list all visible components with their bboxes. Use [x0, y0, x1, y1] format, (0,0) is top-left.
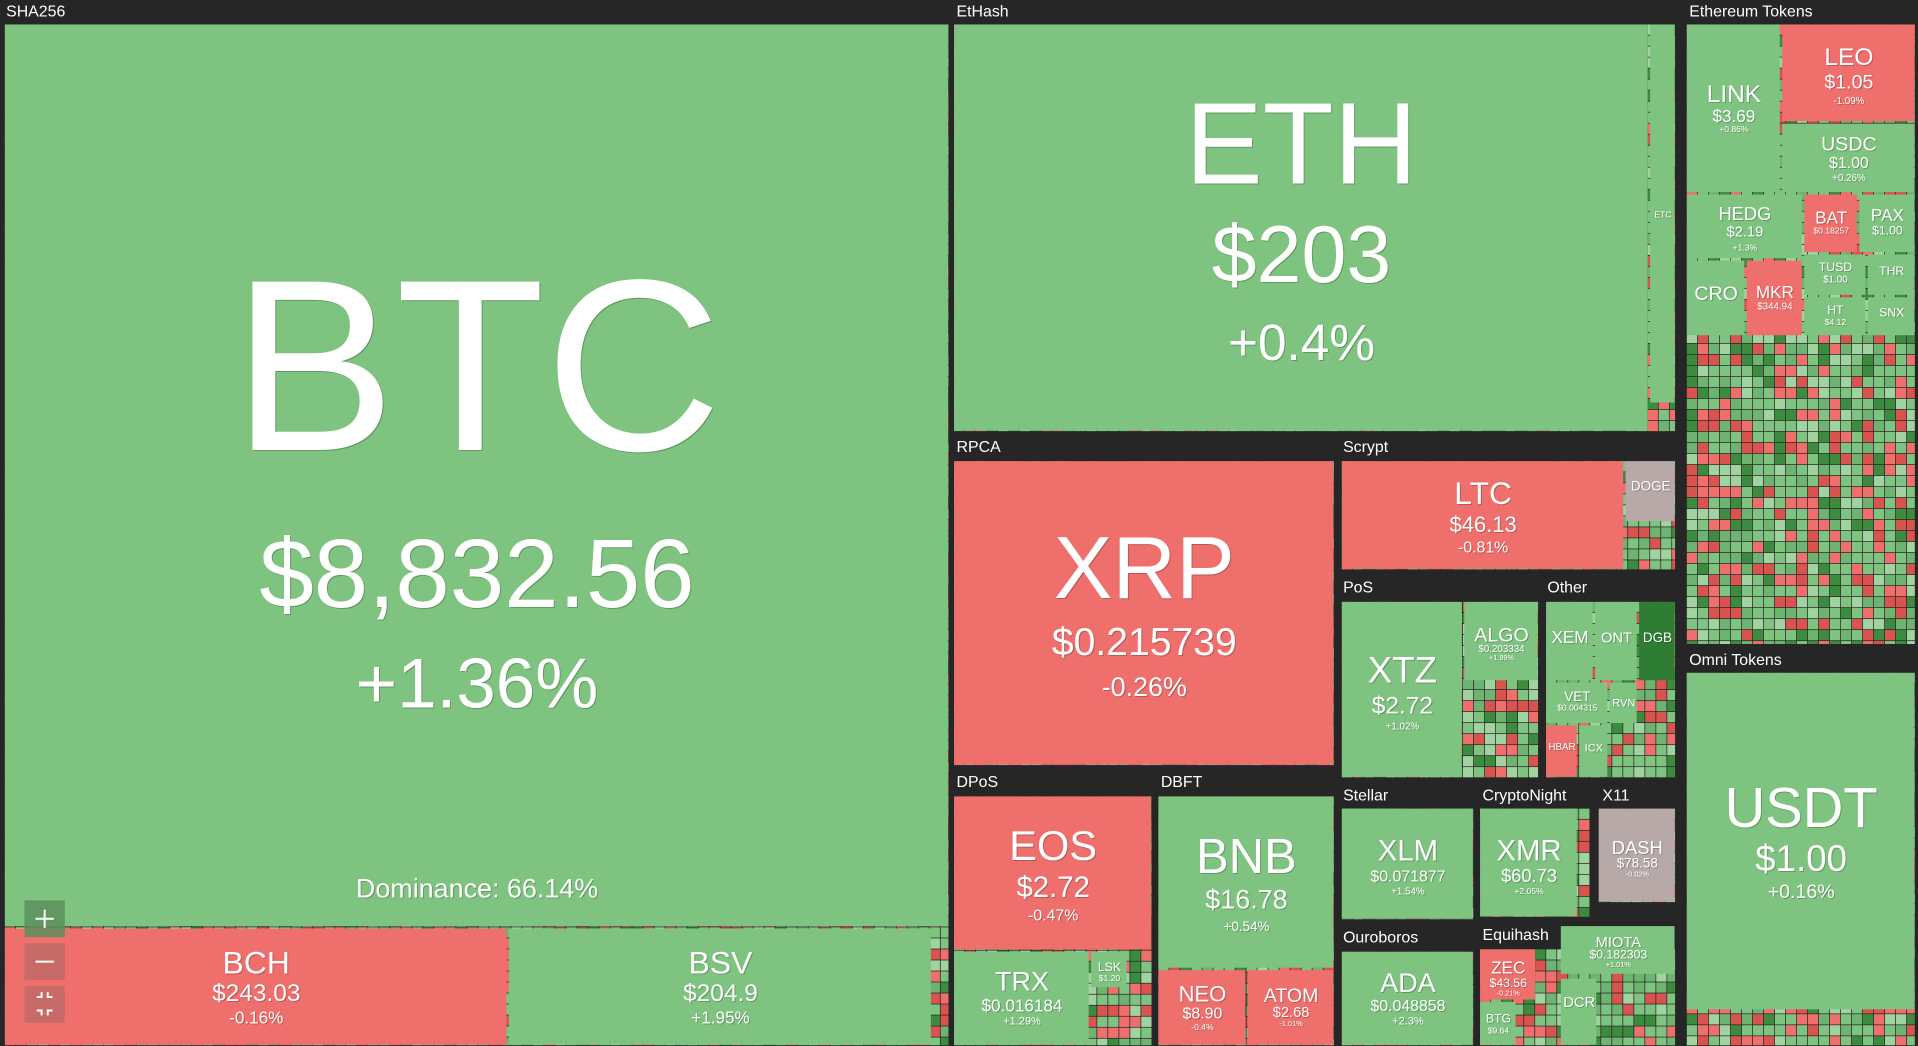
- heatmap: BTC$8,832.56+1.36%BCH$243.03-0.16%BSV$20…: [4, 3, 1915, 1046]
- page: {"groups": ["SHA256", "EtHash", "Ethereu…: [4, 3, 1915, 1046]
